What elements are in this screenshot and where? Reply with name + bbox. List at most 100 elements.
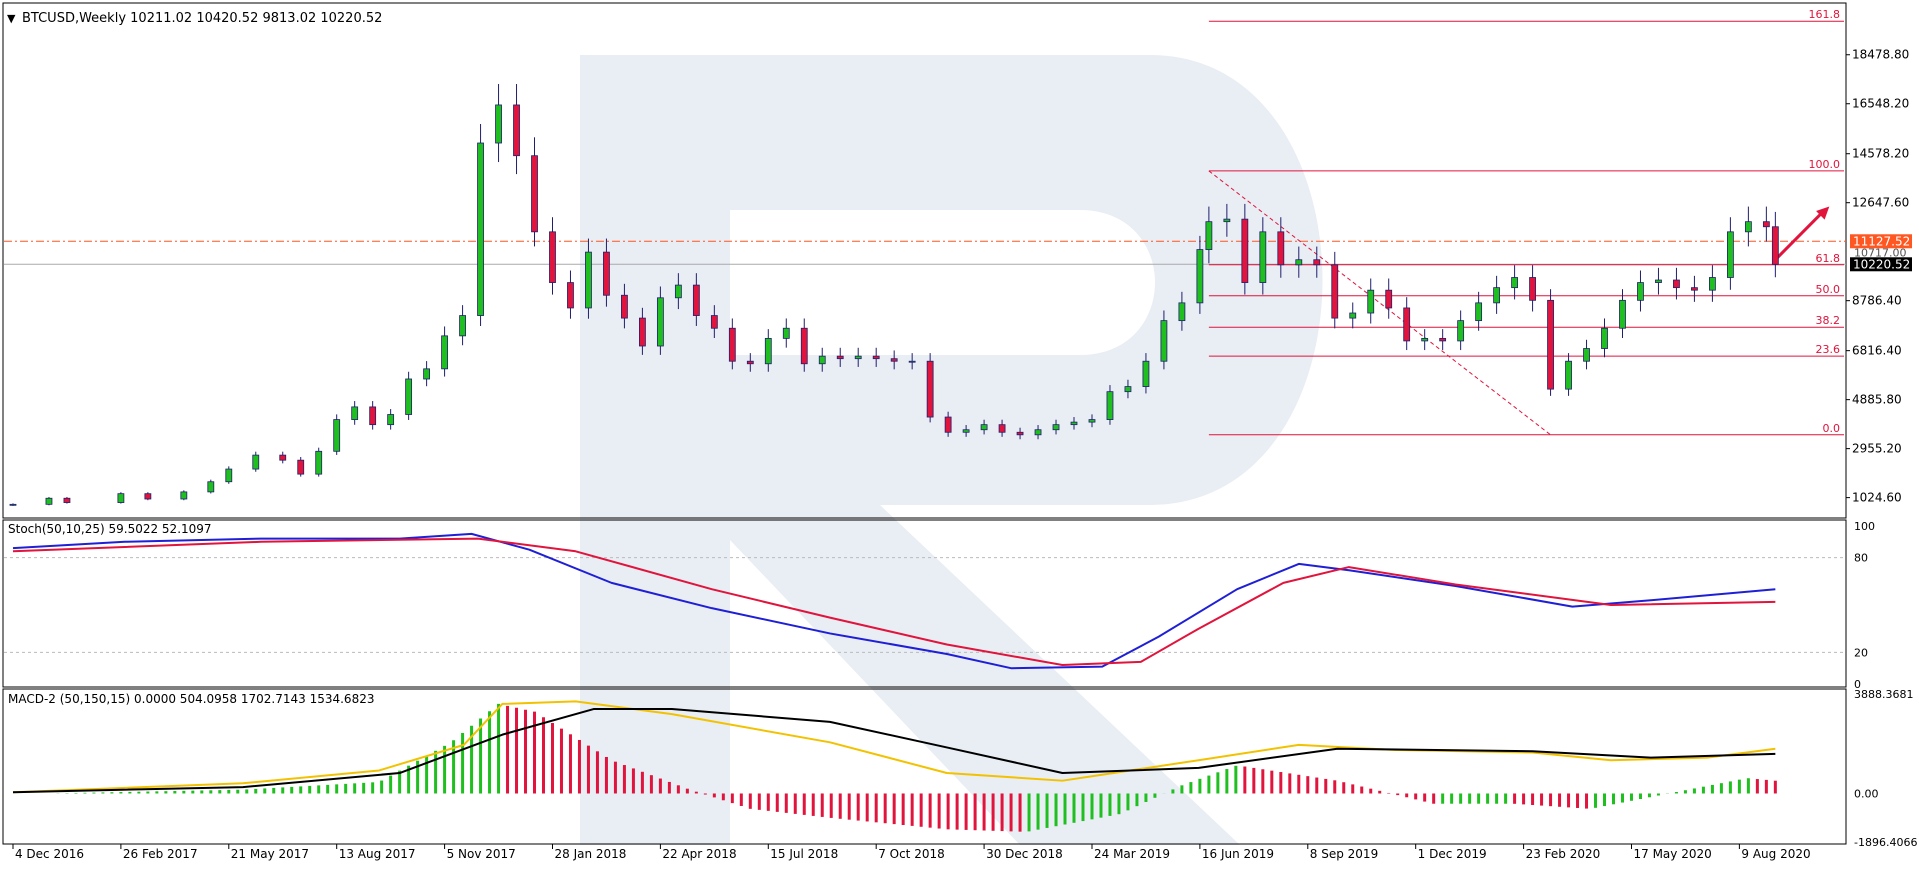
candle bbox=[45, 496, 53, 506]
candle bbox=[1142, 353, 1150, 394]
candle-body bbox=[692, 284, 700, 316]
candle bbox=[333, 414, 341, 455]
candle bbox=[1088, 414, 1096, 428]
time-tick-label: 8 Sep 2019 bbox=[1310, 847, 1378, 861]
candle-body bbox=[1709, 277, 1716, 291]
time-tick-label: 22 Apr 2018 bbox=[662, 847, 736, 861]
candle-body bbox=[872, 355, 880, 360]
candle bbox=[728, 318, 736, 370]
candle-body bbox=[1070, 421, 1078, 426]
price-tick-label: 14578.20 bbox=[1852, 147, 1909, 161]
candle bbox=[1223, 203, 1231, 237]
macd-indicator: 3888.3681 0.00 -1896.4066 bbox=[12, 688, 1917, 849]
candle-body bbox=[207, 481, 215, 493]
candle bbox=[1637, 270, 1644, 312]
fib-trendline[interactable] bbox=[1208, 170, 1551, 436]
candle bbox=[1673, 267, 1680, 300]
stoch-title: Stoch(50,10,25) 59.5022 52.1097 bbox=[8, 522, 212, 536]
candle-body bbox=[1016, 431, 1024, 436]
candle bbox=[1070, 417, 1078, 430]
candle-body bbox=[764, 337, 772, 365]
candle-body bbox=[998, 424, 1006, 433]
candle-body bbox=[459, 315, 466, 337]
candle-body bbox=[1673, 279, 1680, 289]
candle-body bbox=[962, 429, 970, 433]
price-grid bbox=[4, 240, 1846, 265]
candle bbox=[387, 409, 395, 430]
candle-body bbox=[728, 327, 736, 362]
candle-body bbox=[1493, 287, 1501, 304]
fibonacci-retracement[interactable]: 161.8 100.0 61.8 50.0 38.2 23.6 0.0 bbox=[1208, 8, 1844, 436]
candle bbox=[63, 496, 71, 504]
candle bbox=[656, 286, 664, 355]
candle-body bbox=[333, 419, 341, 452]
candle-body bbox=[117, 493, 125, 503]
candle bbox=[1475, 291, 1483, 331]
candle bbox=[531, 137, 538, 247]
candle-body bbox=[800, 327, 808, 365]
candle bbox=[495, 84, 502, 163]
candle-body bbox=[818, 355, 826, 365]
candle-body bbox=[836, 355, 844, 360]
candle-body bbox=[423, 368, 431, 380]
candle-body bbox=[1331, 264, 1339, 319]
dropdown-triangle-icon[interactable]: ▼ bbox=[7, 12, 16, 25]
candle bbox=[674, 273, 682, 310]
stoch-tick-label: 80 bbox=[1854, 552, 1868, 565]
candle bbox=[1178, 291, 1186, 331]
candle-body bbox=[1259, 231, 1267, 283]
candle-body bbox=[1223, 218, 1231, 223]
candle bbox=[144, 492, 152, 501]
candle bbox=[1744, 206, 1752, 247]
arrow-head[interactable] bbox=[1816, 206, 1830, 220]
candle bbox=[854, 347, 862, 367]
time-tick-label: 4 Dec 2016 bbox=[15, 847, 84, 861]
price-panel-frame bbox=[2, 2, 1847, 519]
candle bbox=[477, 123, 484, 326]
candle bbox=[926, 353, 934, 423]
candle-body bbox=[890, 358, 898, 362]
macd-line bbox=[12, 700, 1776, 794]
candle-body bbox=[477, 142, 484, 316]
time-tick-label: 7 Oct 2018 bbox=[878, 847, 945, 861]
candle bbox=[1016, 427, 1024, 440]
time-axis: 4 Dec 2016 26 Feb 2017 21 May 2017 13 Aug 2… bbox=[12, 844, 1811, 861]
candle bbox=[1547, 289, 1554, 396]
candle-body bbox=[1637, 282, 1644, 301]
candle-body bbox=[926, 360, 934, 418]
candle-body bbox=[387, 414, 395, 426]
candle bbox=[1034, 425, 1042, 440]
candle-body bbox=[1295, 259, 1303, 266]
time-tick-label: 17 May 2020 bbox=[1633, 847, 1711, 861]
arrow-line[interactable] bbox=[1774, 210, 1825, 261]
candle-body bbox=[621, 294, 628, 319]
candle bbox=[1277, 217, 1285, 278]
candle-body bbox=[495, 104, 502, 144]
time-tick-label: 13 Aug 2017 bbox=[339, 847, 416, 861]
candle-body bbox=[1529, 277, 1536, 301]
candle-body bbox=[531, 155, 538, 233]
candle-body bbox=[639, 317, 646, 347]
candle bbox=[1439, 329, 1447, 351]
candle bbox=[1367, 278, 1375, 324]
candle-body bbox=[1385, 289, 1393, 309]
candle bbox=[710, 305, 718, 339]
candle bbox=[818, 347, 826, 372]
fib-level-label: 50.0 bbox=[1816, 283, 1841, 296]
candle-body bbox=[656, 297, 664, 347]
candle-body bbox=[351, 406, 359, 420]
candle-body bbox=[1088, 419, 1096, 423]
time-tick-label: 26 Feb 2017 bbox=[123, 847, 198, 861]
candle-body bbox=[369, 406, 377, 426]
candle bbox=[225, 466, 233, 484]
candle-body bbox=[567, 282, 574, 309]
time-tick-label: 16 Jun 2019 bbox=[1202, 847, 1274, 861]
candle bbox=[1762, 206, 1770, 242]
candle bbox=[639, 307, 646, 355]
candle bbox=[1583, 339, 1590, 370]
candle bbox=[1349, 302, 1357, 329]
candle bbox=[549, 217, 556, 295]
candle bbox=[800, 318, 808, 372]
candle-body bbox=[441, 335, 448, 370]
